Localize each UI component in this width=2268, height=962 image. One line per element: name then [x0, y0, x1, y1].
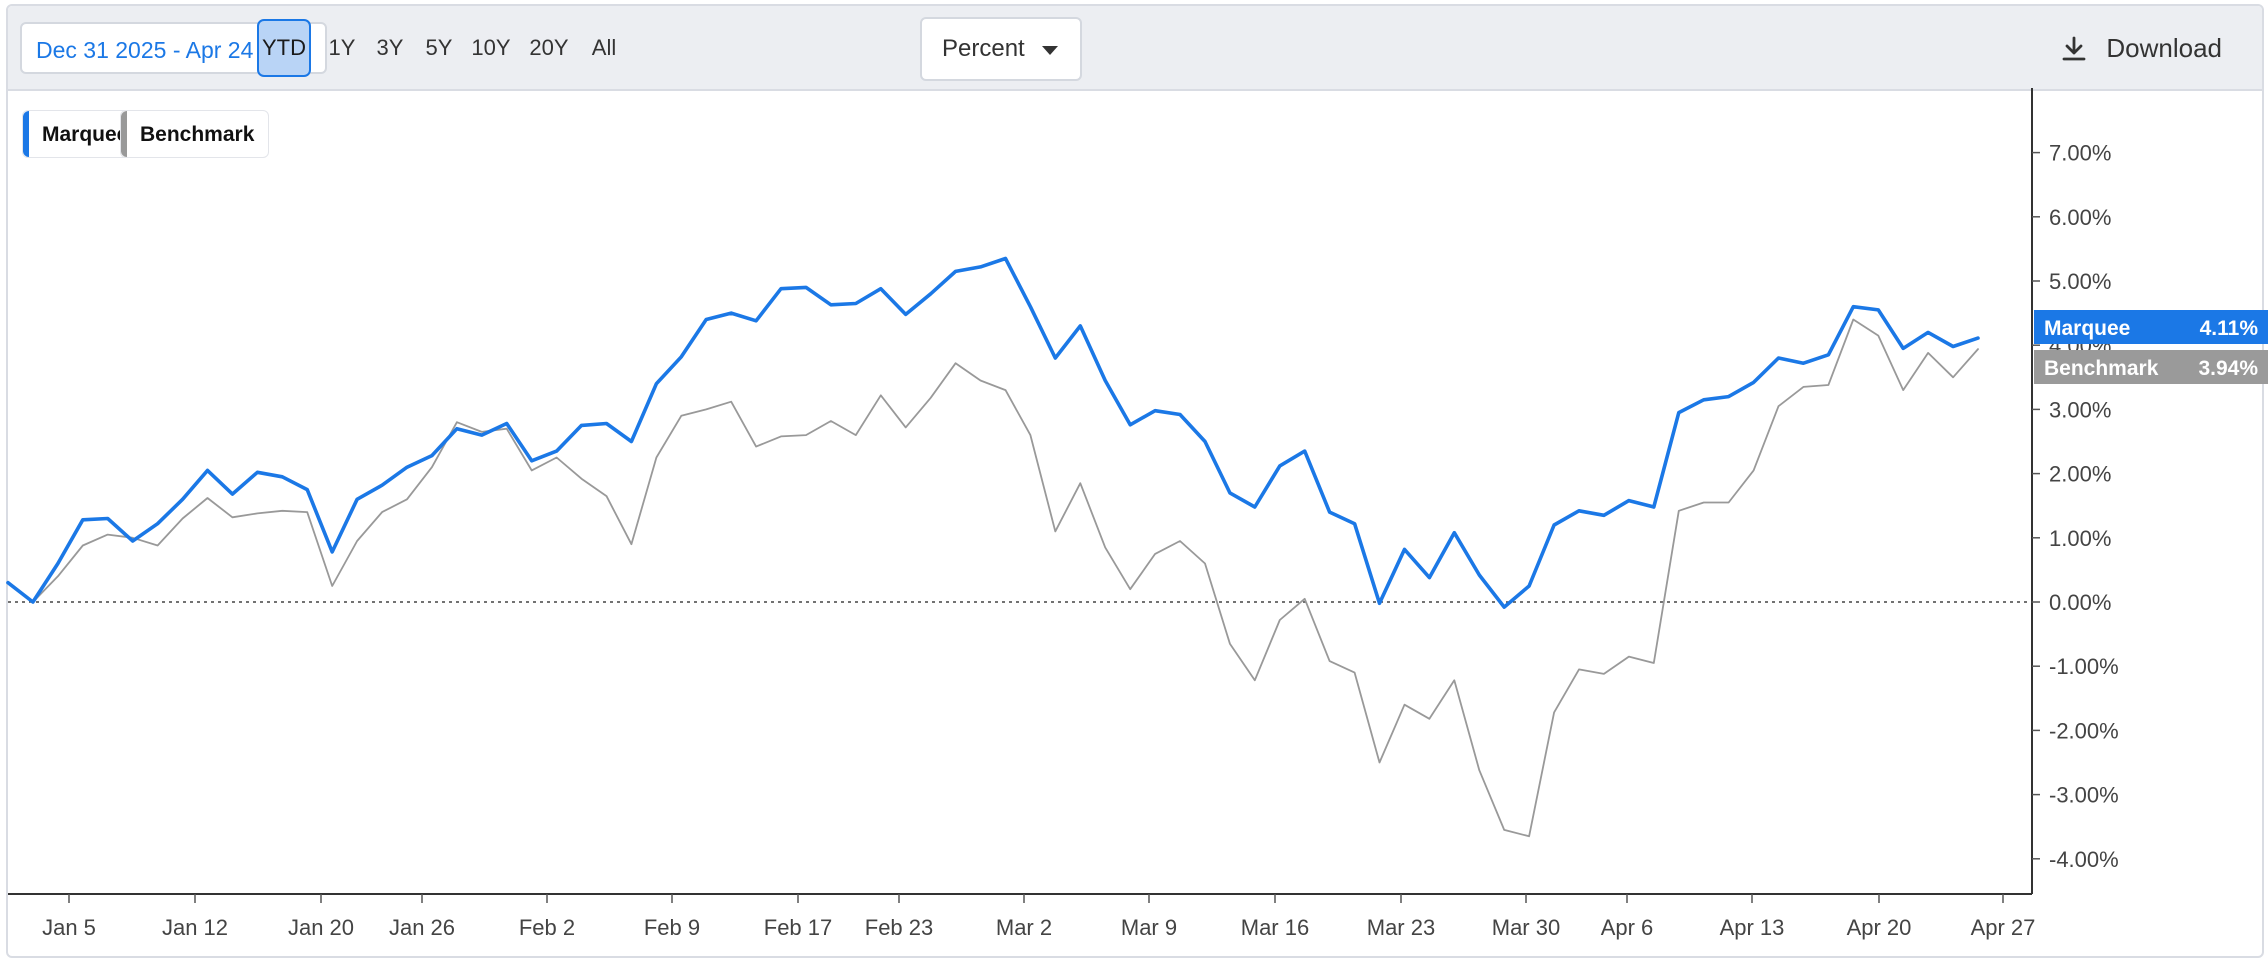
unit-dropdown[interactable]: Percent: [920, 17, 1082, 81]
end-label-background: [2034, 350, 2268, 384]
y-tick-label: 7.00%: [2049, 141, 2111, 166]
y-tick-label: 3.00%: [2049, 397, 2111, 422]
x-tick-label: Apr 6: [1601, 915, 1654, 940]
x-tick-label: Feb 9: [644, 915, 700, 940]
x-tick-label: Jan 5: [42, 915, 96, 940]
y-tick-label: -2.00%: [2049, 718, 2119, 743]
x-tick-label: Mar 2: [996, 915, 1052, 940]
x-tick-label: Mar 16: [1241, 915, 1309, 940]
chart-widget: Dec 31 2025 - Apr 24 2026 YTD 1Y 3Y 5Y 1…: [6, 4, 2264, 958]
series-line-marquee: [6, 256, 1980, 609]
series-line-benchmark: [7, 318, 1979, 838]
unit-dropdown-value: Percent: [942, 35, 1025, 62]
end-label-series-name: Marquee: [2044, 317, 2130, 340]
x-tick-label: Jan 20: [288, 915, 354, 940]
end-label-value: 3.94%: [2198, 357, 2258, 380]
y-tick-label: -1.00%: [2049, 654, 2119, 679]
download-button[interactable]: Download: [2062, 22, 2222, 74]
y-tick-label: 5.00%: [2049, 269, 2111, 294]
x-tick-label: Feb 2: [519, 915, 575, 940]
end-label-background: [2034, 310, 2268, 344]
end-label-value: 4.11%: [2200, 317, 2259, 340]
y-tick-label: 0.00%: [2049, 590, 2111, 615]
range-5y-button[interactable]: 5Y: [425, 35, 453, 60]
x-tick-label: Mar 23: [1367, 915, 1435, 940]
x-tick-label: Jan 12: [162, 915, 228, 940]
range-20y-button[interactable]: 20Y: [529, 35, 569, 60]
legend-label: Marquee: [42, 123, 129, 146]
x-tick-label: Apr 27: [1971, 915, 2036, 940]
x-tick-label: Mar 30: [1492, 915, 1560, 940]
x-tick-label: Apr 20: [1847, 915, 1912, 940]
legend-label: Benchmark: [140, 123, 255, 146]
x-tick-label: Feb 17: [764, 915, 833, 940]
chevron-down-icon: [1042, 46, 1058, 55]
y-tick-label: -4.00%: [2049, 847, 2119, 872]
y-tick-label: -3.00%: [2049, 783, 2119, 808]
range-3y-button[interactable]: 3Y: [376, 35, 404, 60]
y-tick-label: 6.00%: [2049, 205, 2111, 230]
range-all-button[interactable]: All: [591, 35, 617, 60]
x-tick-label: Mar 9: [1121, 915, 1177, 940]
range-ytd-button[interactable]: YTD: [257, 19, 311, 77]
legend-item-benchmark[interactable]: Benchmark: [120, 110, 270, 158]
y-tick-label: 1.00%: [2049, 526, 2111, 551]
download-icon: [2062, 36, 2086, 61]
x-tick-label: Jan 26: [389, 915, 455, 940]
range-10y-button[interactable]: 10Y: [471, 35, 511, 60]
legend-swatch: [23, 111, 29, 157]
legend-swatch: [121, 111, 127, 157]
range-1y-button[interactable]: 1Y: [328, 35, 356, 60]
end-value-label-benchmark: Benchmark 3.94%: [2034, 350, 2268, 384]
end-label-series-name: Benchmark: [2044, 357, 2159, 380]
download-label: Download: [2106, 33, 2222, 63]
toolbar: Dec 31 2025 - Apr 24 2026 YTD 1Y 3Y 5Y 1…: [8, 6, 2262, 91]
y-tick-label: 2.00%: [2049, 462, 2111, 487]
end-value-label-marquee: Marquee 4.11%: [2034, 310, 2268, 344]
x-tick-label: Feb 23: [865, 915, 934, 940]
x-tick-label: Apr 13: [1720, 915, 1785, 940]
